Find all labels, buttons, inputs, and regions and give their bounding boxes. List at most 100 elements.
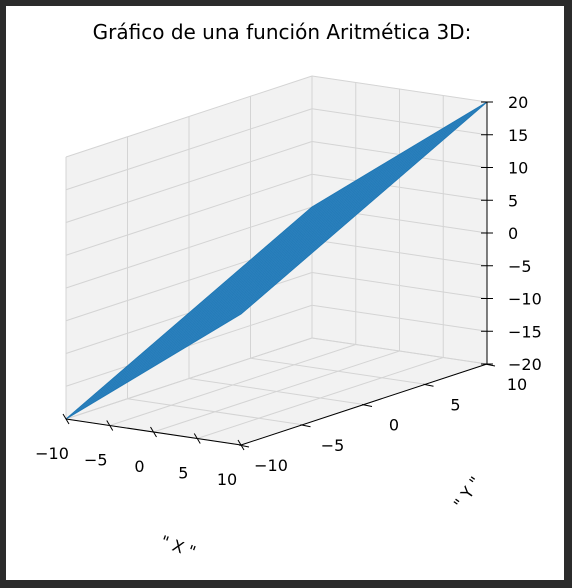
surface-mesh-line: [223, 112, 470, 325]
x-tick-label: 5: [178, 464, 188, 483]
z-tick-label: −15: [508, 322, 542, 341]
x-tick-mark: [106, 420, 114, 431]
surface-mesh-line: [188, 133, 435, 346]
surface-mesh-line: [78, 198, 326, 412]
z-left-gridline: [65, 337, 313, 420]
z-left-gridline: [65, 173, 313, 256]
z-tick-label: −20: [508, 355, 542, 374]
surface-mesh-line: [78, 303, 254, 409]
z-tick-label: −10: [508, 290, 542, 309]
figure-canvas: Gráfico de una función Aritmética 3D: −1…: [6, 6, 564, 580]
surface-mesh-line: [92, 191, 339, 404]
surface-mesh-line: [192, 130, 440, 344]
surface-mesh-line: [188, 207, 365, 314]
surface-mesh-line: [153, 154, 400, 367]
surface-mesh-line: [148, 156, 396, 370]
z-left-gridline: [65, 141, 313, 223]
surface-mesh-line: [210, 120, 457, 333]
surface-mesh-line: [256, 149, 432, 255]
surface-mesh-line: [84, 297, 260, 404]
x-tick-label: −10: [35, 444, 69, 463]
surface-mesh-line: [96, 188, 343, 401]
surface-mesh-line: [225, 175, 402, 282]
z-tick-label: 0: [508, 224, 518, 243]
surface-mesh-line: [201, 125, 448, 338]
y-tick-label: −5: [321, 436, 345, 455]
z-back-gridline: [311, 173, 488, 201]
z-left-gridline: [65, 108, 313, 191]
y-tick-mark: [361, 404, 373, 407]
surface-mesh-line: [109, 180, 356, 393]
surface-mesh-line: [236, 104, 483, 317]
surface-mesh-line: [100, 185, 348, 399]
surface-mesh-line: [305, 107, 481, 213]
z-back-gridline: [311, 239, 488, 267]
surface-mesh-line: [105, 183, 352, 396]
z-tick-label: 20: [508, 93, 528, 112]
surface-mesh-line: [195, 202, 371, 308]
x-tick-label: −5: [84, 451, 108, 470]
z-tick-label: −5: [508, 257, 532, 276]
surface-mesh-line: [201, 197, 377, 303]
z-tick-label: 5: [508, 191, 518, 210]
surface-mesh-line: [299, 112, 475, 218]
surface-mesh-line: [207, 191, 383, 298]
y-tick-mark: [423, 383, 434, 387]
surface-plane: [65, 101, 488, 420]
surface-mesh-line: [108, 276, 285, 383]
surface-mesh-line: [102, 281, 279, 388]
surface-mesh-line: [205, 122, 453, 336]
y-tick-label: 10: [507, 375, 527, 394]
surface-mesh-line: [214, 117, 461, 330]
surface-mesh-line: [218, 114, 466, 328]
surface-mesh-line: [293, 117, 469, 224]
surface-mesh-line: [250, 154, 426, 261]
surface-mesh-line: [231, 170, 408, 277]
surface-mesh-line: [281, 128, 457, 234]
z-tick-label: 15: [508, 126, 528, 145]
surface-mesh-line: [197, 128, 444, 341]
surface-mesh-line: [238, 165, 414, 271]
surface-mesh-line: [157, 151, 405, 365]
surface-mesh-line: [74, 201, 321, 414]
surface-mesh-line: [164, 228, 340, 335]
z-back-gridline: [311, 337, 488, 365]
surface-mesh-line: [113, 177, 361, 391]
surface-mesh-line: [127, 170, 374, 383]
surface-mesh-line: [179, 138, 426, 351]
y-tick-label: 5: [450, 395, 460, 414]
surface-mesh-line: [140, 162, 387, 375]
x-tick-label: 10: [217, 470, 237, 489]
surface-mesh-line: [90, 292, 266, 399]
z-back-gridline: [311, 108, 488, 136]
surface-mesh-line: [274, 133, 451, 240]
surface-mesh-line: [145, 244, 322, 351]
surface-mesh-line: [127, 260, 303, 367]
surface-mesh-line: [268, 138, 445, 245]
surface-mesh-line: [166, 146, 413, 359]
z-left-gridline: [65, 75, 313, 158]
surface-mesh-line: [131, 167, 378, 380]
chart-title: Gráfico de una función Aritmética 3D:: [93, 20, 472, 44]
z-left-gridline: [65, 206, 313, 289]
surface-mesh-line: [144, 159, 391, 372]
z-back-gridline: [311, 304, 488, 332]
x-tick-mark: [150, 426, 157, 438]
y-tick-mark: [238, 444, 250, 448]
surface-mesh-line: [115, 271, 291, 377]
y-floor-gridline: [127, 398, 303, 426]
y-tick-label: 0: [389, 416, 399, 435]
surface-mesh-line: [118, 175, 365, 388]
y-floor-gridline: [188, 378, 365, 405]
y-tick-label: −10: [254, 456, 288, 475]
surface-mesh-line: [122, 172, 370, 386]
surface-mesh-line: [72, 308, 248, 414]
surface-mesh-line: [162, 149, 409, 362]
surface-mesh-line: [244, 160, 420, 266]
surface-mesh-line: [70, 204, 317, 417]
z-tick-label: 10: [508, 159, 528, 178]
surface-mesh-line: [158, 234, 334, 340]
surface-mesh-line: [232, 107, 479, 320]
surface-mesh-line: [176, 218, 352, 324]
surface-mesh-line: [121, 266, 297, 372]
